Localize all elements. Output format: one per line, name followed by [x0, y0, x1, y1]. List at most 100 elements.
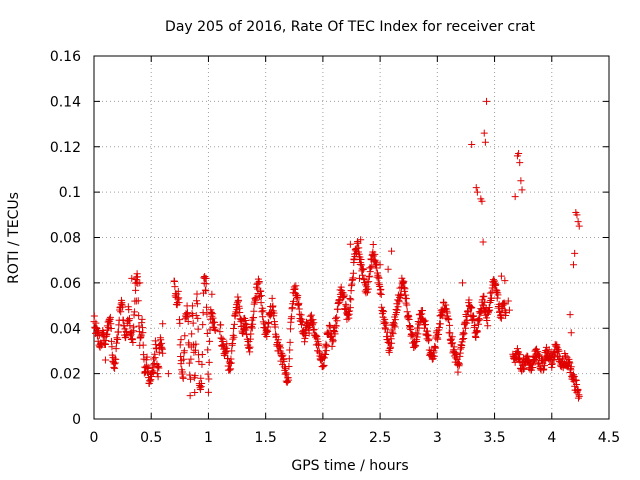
data-point — [504, 297, 512, 305]
data-point — [107, 324, 115, 332]
data-point — [268, 294, 276, 302]
data-point — [468, 303, 476, 311]
data-point — [191, 388, 199, 396]
data-point — [516, 159, 524, 167]
data-point — [285, 355, 293, 363]
data-point — [312, 331, 320, 339]
data-point — [198, 351, 206, 359]
data-point — [177, 336, 185, 344]
data-point — [175, 299, 183, 307]
data-point — [263, 332, 271, 340]
data-point — [459, 279, 467, 287]
data-point — [294, 292, 302, 300]
data-point — [505, 306, 513, 314]
data-point — [154, 373, 162, 381]
data-point — [185, 359, 193, 367]
data-point — [143, 353, 151, 361]
data-point — [202, 287, 210, 295]
data-point — [197, 374, 205, 382]
data-point — [484, 322, 492, 330]
data-point — [181, 332, 189, 340]
data-point — [497, 272, 505, 280]
data-point — [381, 325, 389, 333]
data-point — [349, 269, 357, 277]
data-point — [473, 327, 481, 335]
data-point — [149, 368, 157, 376]
data-point — [475, 315, 483, 323]
data-point — [555, 347, 563, 355]
data-point — [217, 334, 225, 342]
data-point — [364, 285, 372, 293]
y-tick-label: 0.04 — [50, 321, 81, 337]
data-point — [276, 341, 284, 349]
data-point — [186, 371, 194, 379]
data-point — [286, 346, 294, 354]
data-point — [242, 320, 250, 328]
y-axis-title: ROTI / TECUs — [6, 192, 22, 284]
data-point — [418, 307, 426, 315]
data-point — [259, 313, 267, 321]
data-point — [333, 317, 341, 325]
data-point — [500, 300, 508, 308]
x-tick-label: 3.5 — [483, 430, 505, 446]
data-point — [391, 323, 399, 331]
data-point — [515, 150, 523, 158]
data-point — [575, 392, 583, 400]
data-point — [388, 247, 396, 255]
data-point — [573, 211, 581, 219]
data-point — [393, 306, 401, 314]
data-point — [206, 337, 214, 345]
data-point — [288, 313, 296, 321]
data-point — [236, 308, 244, 316]
data-point — [562, 352, 570, 360]
data-point — [402, 291, 410, 299]
data-point — [473, 188, 481, 196]
data-point — [575, 222, 583, 230]
data-point — [574, 386, 582, 394]
data-point — [132, 286, 140, 294]
data-point — [516, 351, 524, 359]
data-point — [286, 338, 294, 346]
data-point — [196, 386, 204, 394]
y-tick-label: 0.16 — [50, 49, 81, 65]
x-tick-label: 2.5 — [369, 430, 391, 446]
data-point — [357, 261, 365, 269]
data-point — [382, 321, 390, 329]
data-point — [179, 374, 187, 382]
data-point — [285, 376, 293, 384]
data-point — [249, 314, 257, 322]
data-point — [446, 321, 454, 329]
x-tick-label: 1.5 — [255, 430, 277, 446]
data-point — [193, 290, 201, 298]
data-point — [570, 261, 578, 269]
data-point — [340, 291, 348, 299]
data-point — [494, 291, 502, 299]
data-point — [422, 321, 430, 329]
data-point — [309, 326, 317, 334]
data-point — [472, 184, 480, 192]
data-point — [150, 355, 158, 363]
data-point — [336, 298, 344, 306]
data-point — [174, 287, 182, 295]
data-point — [204, 370, 212, 378]
data-point — [250, 307, 258, 315]
data-point — [189, 319, 197, 327]
data-point — [285, 362, 293, 370]
data-point — [305, 329, 313, 337]
data-point — [480, 292, 488, 300]
data-point — [216, 328, 224, 336]
x-tick-labels: 0 0.5 1 1.5 2 2.5 3 3.5 4 4.5 — [90, 430, 621, 446]
data-point — [135, 312, 143, 320]
data-point — [401, 285, 409, 293]
data-point — [519, 365, 527, 373]
data-point — [159, 349, 167, 357]
data-point — [320, 361, 328, 369]
x-tick-label: 3 — [433, 430, 442, 446]
data-point — [130, 323, 138, 331]
data-point — [501, 277, 509, 285]
data-point — [346, 240, 354, 248]
data-point — [159, 320, 167, 328]
data-point — [549, 360, 557, 368]
data-point — [297, 311, 305, 319]
data-point — [249, 320, 257, 328]
